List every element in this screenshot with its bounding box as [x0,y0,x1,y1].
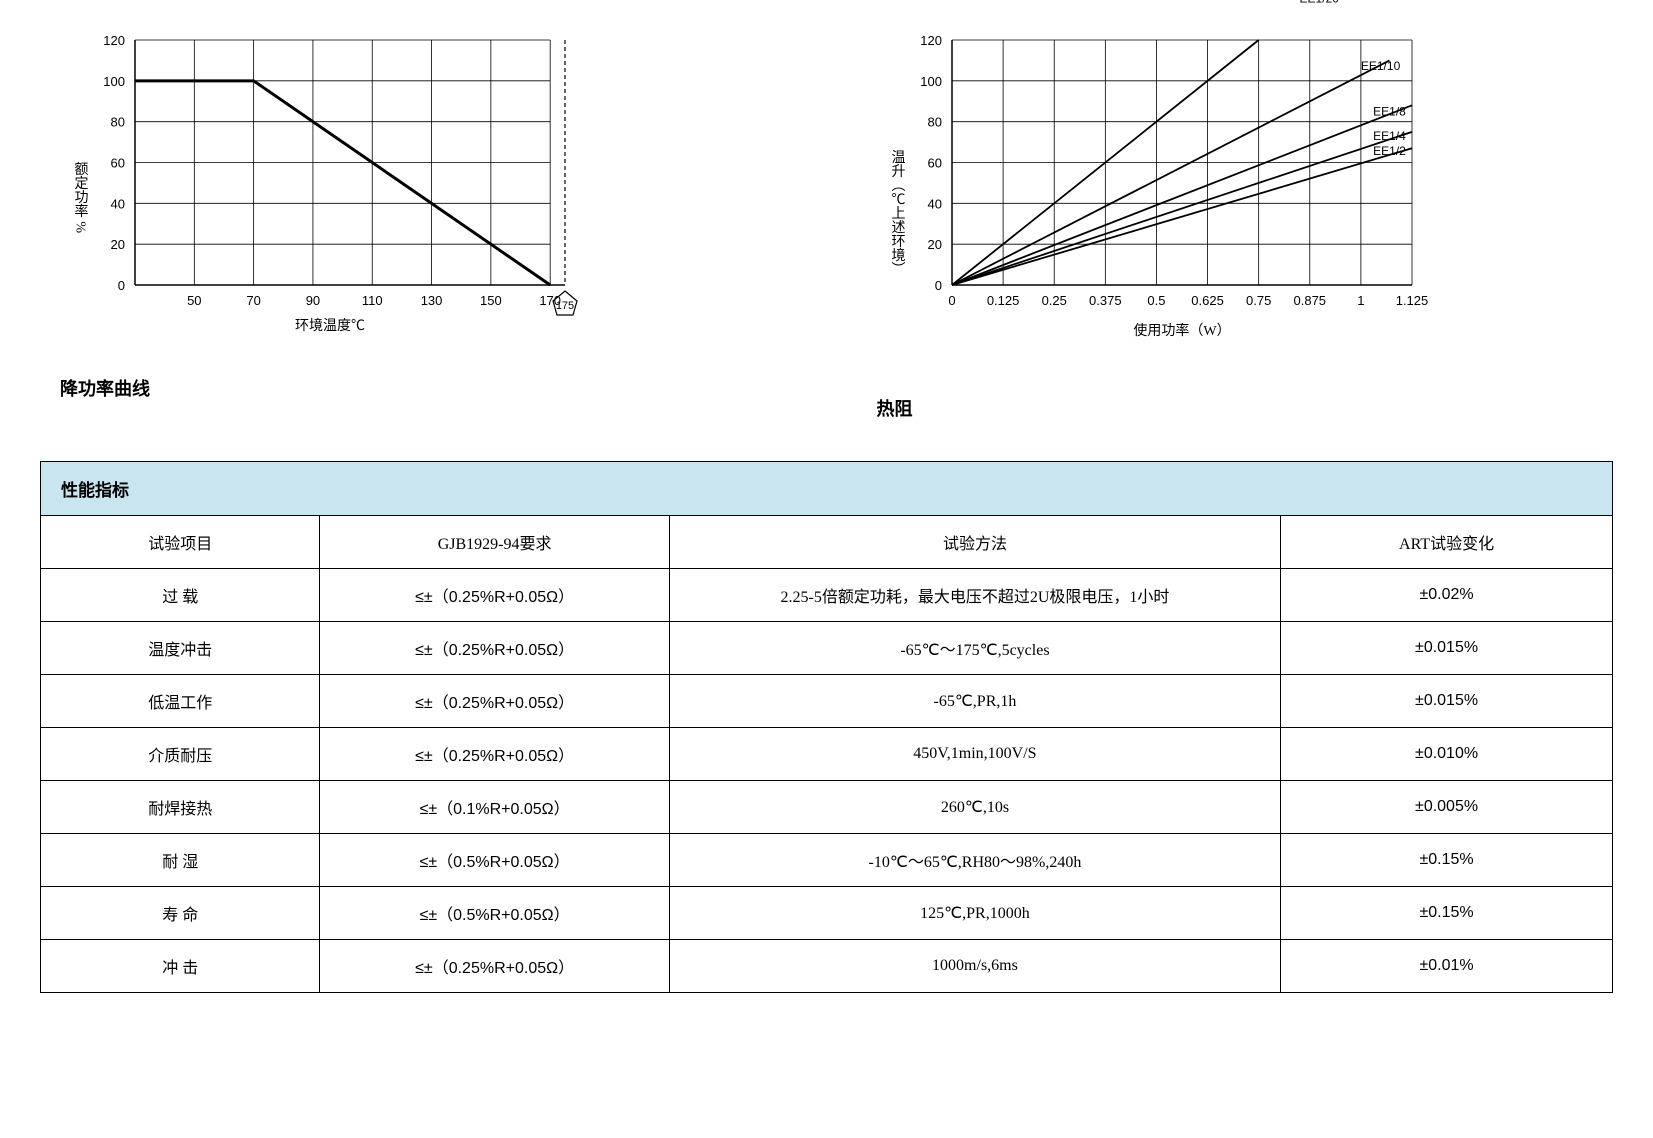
table-cell: ±0.010% [1281,728,1613,781]
table-cell: ≤±（0.1%R+0.05Ω） [320,781,669,834]
table-cell: ≤±（0.25%R+0.05Ω） [320,622,669,675]
svg-text:1: 1 [1357,293,1364,308]
thermal-chart-caption: 热阻 [857,395,1614,421]
svg-text:0.375: 0.375 [1089,293,1122,308]
svg-text:EE1/8: EE1/8 [1373,105,1406,119]
svg-text:0: 0 [118,278,125,293]
table-cell: 125℃,PR,1000h [669,887,1280,940]
table-cell: 温度冲击 [41,622,320,675]
table-cell: 寿 命 [41,887,320,940]
svg-text:EE1/10: EE1/10 [1360,59,1400,73]
table-row: 寿 命≤±（0.5%R+0.05Ω）125℃,PR,1000h±0.15% [41,887,1613,940]
svg-text:50: 50 [187,293,201,308]
table-cell: 耐焊接热 [41,781,320,834]
svg-text:100: 100 [920,74,942,89]
svg-text:90: 90 [306,293,320,308]
table-cell: 冲 击 [41,940,320,993]
svg-text:60: 60 [111,156,125,171]
svg-text:0: 0 [934,278,941,293]
table-cell: ≤±（0.5%R+0.05Ω） [320,887,669,940]
derating-chart: 507090110130150170020406080100120175环境温度… [40,20,600,340]
table-cell: -65℃～175℃,5cycles [669,622,1280,675]
table-cell: 450V,1min,100V/S [669,728,1280,781]
performance-table: 性能指标试验项目GJB1929-94要求试验方法ART试验变化过 载≤±（0.2… [40,461,1613,993]
svg-text:0.125: 0.125 [986,293,1019,308]
svg-text:EE1/20: EE1/20 [1299,0,1339,5]
table-cell: 低温工作 [41,675,320,728]
svg-text:175: 175 [556,300,574,312]
svg-text:环境温度℃: 环境温度℃ [295,318,365,334]
svg-text:温升（℃上述环境）: 温升（℃上述环境） [889,150,905,276]
table-cell: ±0.15% [1281,834,1613,887]
table-row: 温度冲击≤±（0.25%R+0.05Ω）-65℃～175℃,5cycles±0.… [41,622,1613,675]
svg-text:EE1/2: EE1/2 [1373,144,1406,158]
svg-text:1.125: 1.125 [1395,293,1428,308]
table-cell: ±0.015% [1281,622,1613,675]
svg-text:0.25: 0.25 [1041,293,1066,308]
table-header-cell: GJB1929-94要求 [320,516,669,569]
svg-text:使用功率（W）: 使用功率（W） [1133,322,1230,339]
table-row: 耐 湿≤±（0.5%R+0.05Ω）-10℃～65℃,RH80～98%,240h… [41,834,1613,887]
table-cell: 260℃,10s [669,781,1280,834]
table-cell: 耐 湿 [41,834,320,887]
table-header-cell: 试验项目 [41,516,320,569]
svg-text:20: 20 [927,237,941,252]
svg-text:0.875: 0.875 [1293,293,1326,308]
table-cell: ≤±（0.25%R+0.05Ω） [320,569,669,622]
table-header-cell: 试验方法 [669,516,1280,569]
table-header-cell: ART试验变化 [1281,516,1613,569]
table-cell: ≤±（0.25%R+0.05Ω） [320,940,669,993]
table-cell: -10℃～65℃,RH80～98%,240h [669,834,1280,887]
svg-text:EE1/4: EE1/4 [1373,129,1406,143]
table-row: 低温工作≤±（0.25%R+0.05Ω）-65℃,PR,1h±0.015% [41,675,1613,728]
table-cell: ±0.005% [1281,781,1613,834]
thermal-chart-block: 0 0.125 0.25 0.375 0.5 0.625 0.75 0.875 1 1.125 0 2… [857,20,1614,421]
table-row: 介质耐压≤±（0.25%R+0.05Ω）450V,1min,100V/S±0.0… [41,728,1613,781]
thermal-chart: 0 0.125 0.25 0.375 0.5 0.625 0.75 0.875 1 1.125 0 2… [857,20,1457,360]
svg-text:0: 0 [948,293,955,308]
table-cell: 1000m/s,6ms [669,940,1280,993]
table-row: 冲 击≤±（0.25%R+0.05Ω）1000m/s,6ms±0.01% [41,940,1613,993]
svg-text:100: 100 [103,74,125,89]
svg-text:80: 80 [111,115,125,130]
svg-text:额定功率 %: 额定功率 % [73,162,89,234]
derating-chart-caption: 降功率曲线 [40,375,797,401]
table-cell: ±0.15% [1281,887,1613,940]
svg-text:70: 70 [246,293,260,308]
table-cell: ≤±（0.25%R+0.05Ω） [320,728,669,781]
svg-text:40: 40 [927,196,941,211]
table-cell: -65℃,PR,1h [669,675,1280,728]
svg-text:130: 130 [421,293,443,308]
table-title: 性能指标 [41,462,1613,516]
table-cell: 过 载 [41,569,320,622]
table-cell: ±0.01% [1281,940,1613,993]
table-cell: 介质耐压 [41,728,320,781]
svg-text:120: 120 [103,33,125,48]
derating-chart-block: 507090110130150170020406080100120175环境温度… [40,20,797,421]
svg-text:60: 60 [927,156,941,171]
table-cell: ±0.02% [1281,569,1613,622]
table-cell: ≤±（0.5%R+0.05Ω） [320,834,669,887]
svg-text:150: 150 [480,293,502,308]
svg-text:0.5: 0.5 [1147,293,1165,308]
table-cell: 2.25-5倍额定功耗，最大电压不超过2U极限电压，1小时 [669,569,1280,622]
svg-text:80: 80 [927,115,941,130]
svg-text:0.625: 0.625 [1191,293,1224,308]
svg-text:40: 40 [111,196,125,211]
table-cell: ±0.015% [1281,675,1613,728]
table-row: 耐焊接热≤±（0.1%R+0.05Ω）260℃,10s±0.005% [41,781,1613,834]
svg-text:120: 120 [920,33,942,48]
table-cell: ≤±（0.25%R+0.05Ω） [320,675,669,728]
svg-text:20: 20 [111,237,125,252]
table-row: 过 载≤±（0.25%R+0.05Ω）2.25-5倍额定功耗，最大电压不超过2U… [41,569,1613,622]
svg-text:0.75: 0.75 [1246,293,1271,308]
svg-text:110: 110 [362,293,383,308]
